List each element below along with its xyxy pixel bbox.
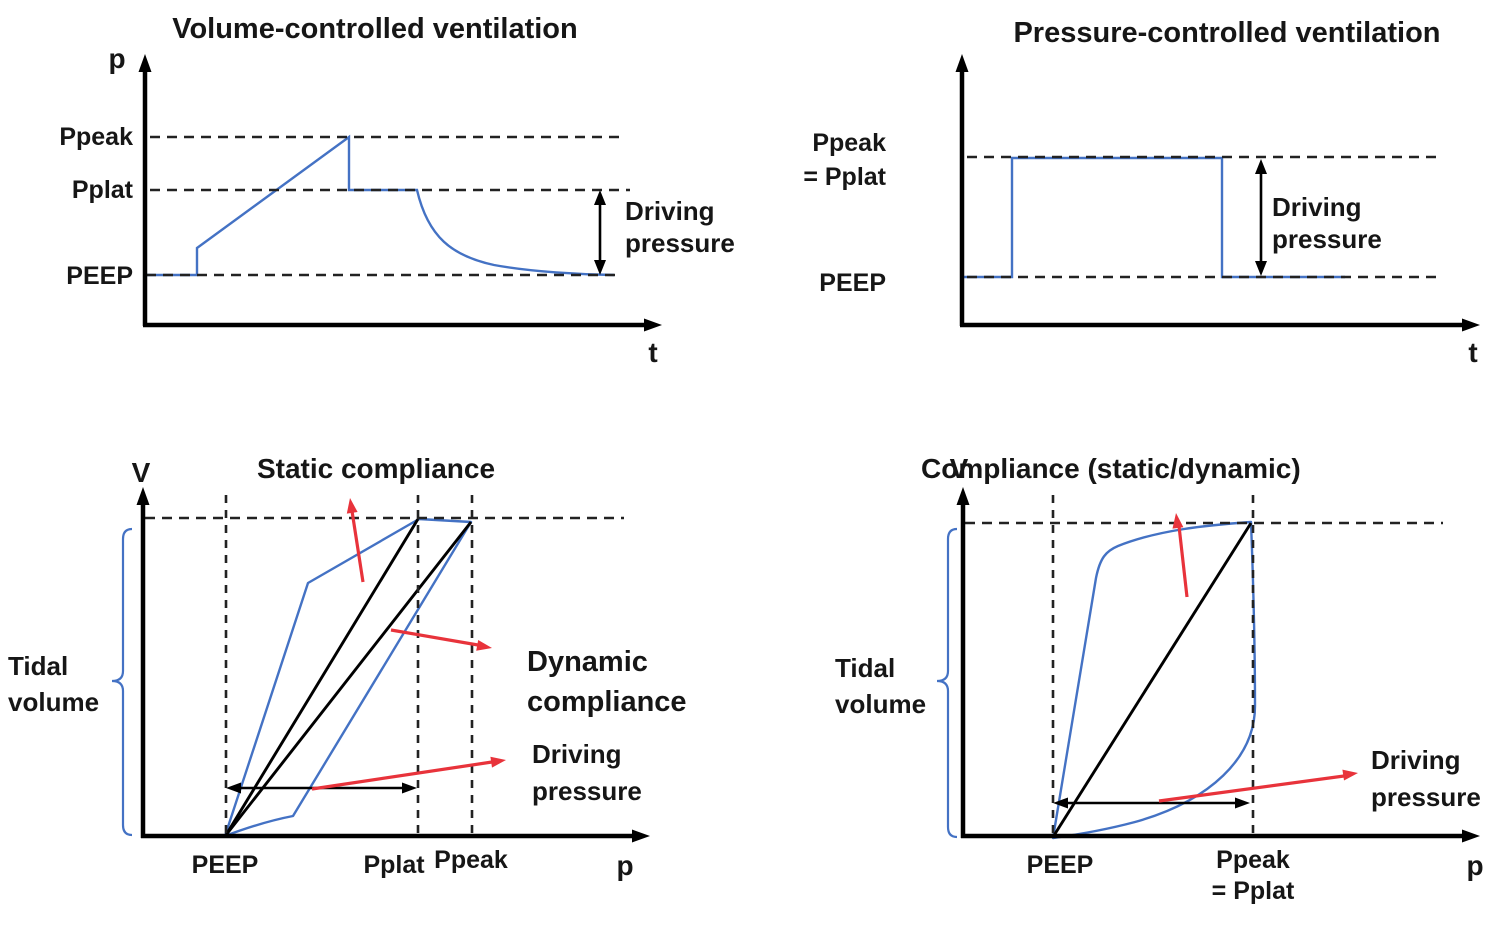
pcv-tidal-volume-label: Tidal volume [835,650,926,723]
pcv-loop-y-axis-label: V [949,453,969,484]
pcv-time-x-axis-label: t [1468,337,1478,368]
compliance-static-dynamic-title: Compliance (static/dynamic) [921,453,1301,484]
pcv-tidal-volume-brace [936,527,958,839]
pcv-loop-driving-pressure-label-line2: pressure [1371,781,1481,812]
pcv-loop-y-axis-arrowhead [956,487,970,505]
vcv-ppeak-label: Ppeak [59,123,133,151]
pcv-driving-pressure-label-line2: pressure [1272,223,1382,254]
vcv-loop-driving-pressure-label-line1: Driving [532,739,622,769]
vcv-loop-pplat-label: Pplat [363,851,425,879]
vcv-loop-ppeak-label: Ppeak [434,846,508,874]
static-compliance-red-arrow-line [350,510,365,583]
vcv-driving-red-arrowhead [490,756,506,768]
pcv-compliance-red-arrow-line [1177,525,1189,598]
static-compliance-red-arrowhead [346,498,358,514]
vcv-pplat-label: Pplat [71,176,133,204]
vcv-loop-driving-pressure-label-line2: pressure [532,775,642,806]
pcv-compliance-red-arrowhead [1172,513,1184,529]
vcv-driving-pressure-label-line2: pressure [625,227,735,258]
vcv-driving-red-arrow-line [311,760,493,791]
vcv-time-title: Volume-controlled ventilation [172,13,578,45]
vcv-tidal-volume-label-line2: volume [8,687,100,718]
vcv-loop-driving-arrowhead-left [226,782,241,794]
pcv-ppeak-label: Ppeak [812,129,886,157]
vcv-loop-x-axis-label: p [616,850,634,881]
pcv-pplat-eq-label: = Pplat [803,163,886,191]
vcv-time-y-axis-arrowhead [138,54,152,72]
vcv-pv-loop [223,517,473,838]
pcv-driving-pressure-arrowhead-up [1255,159,1267,174]
pcv-time-x-axis-arrowhead [1462,318,1480,332]
vcv-driving-pressure-arrowhead-up [594,190,606,205]
pcv-driving-pressure-arrowhead-down [1255,261,1267,276]
pcv-time-title: Pressure-controlled ventilation [1013,17,1441,49]
dynamic-compliance-red-arrowhead [476,640,492,651]
vcv-driving-pressure-arrowhead-down [594,260,606,275]
pcv-loop-x-axis-label: p [1466,850,1484,881]
pcv-tidal-volume-label-line2: volume [835,689,927,720]
vcv-pressure-curve [146,134,615,277]
pcv-loop-driving-pressure-label-line1: Driving [1371,745,1461,775]
vcv-driving-pressure-label-line1: Driving [625,196,715,226]
pcv-peep-label: PEEP [819,269,886,297]
vcv-time-y-axis-label: p [108,43,126,74]
pcv-time-panel [955,54,1480,332]
vcv-loop-y-axis-label: V [131,457,151,488]
vcv-loop-peep-label: PEEP [191,851,259,879]
pcv-loop-driving-arrowhead-right [1235,797,1250,809]
vcv-tidal-volume-label-line1: Tidal [8,651,69,681]
vcv-loop-panel [111,487,650,843]
vcv-time-panel [138,54,662,332]
pcv-loop-pplat-eq-label: = Pplat [1211,876,1295,905]
vcv-loop-y-axis-arrowhead [136,487,150,505]
dynamic-compliance-red-arrow-line [390,628,479,647]
pcv-loop-ppeak-label: Ppeak [1216,846,1290,874]
pcv-driving-pressure-label-line1: Driving [1272,192,1362,222]
pcv-driving-red-arrowhead [1342,769,1358,781]
vcv-loop-driving-arrowhead-right [402,782,417,794]
pcv-tidal-volume-label-line1: Tidal [835,653,896,683]
vcv-peep-label: PEEP [66,262,133,290]
static-compliance-title: Static compliance [256,453,496,484]
vcv-dynamic-compliance-line [224,521,473,836]
pcv-loop-x-axis-arrowhead [1462,829,1480,843]
dynamic-compliance-label-line2: compliance [527,686,687,719]
pcv-driving-red-arrow-line [1158,774,1345,803]
vcv-tidal-volume-brace [111,527,133,837]
vcv-time-x-axis-arrowhead [644,318,662,332]
vcv-static-compliance-line [224,518,420,836]
pcv-time-y-axis-arrowhead [955,54,969,72]
pcv-loop-peep-label: PEEP [1026,851,1094,879]
pcv-loop-panel [936,487,1480,843]
dynamic-compliance-label-line1: Dynamic [527,646,648,678]
vcv-time-x-axis-label: t [648,337,658,368]
vcv-loop-x-axis-arrowhead [632,829,650,843]
pcv-loop-driving-arrowhead-left [1053,797,1068,809]
pcv-compliance-line [1051,522,1253,838]
